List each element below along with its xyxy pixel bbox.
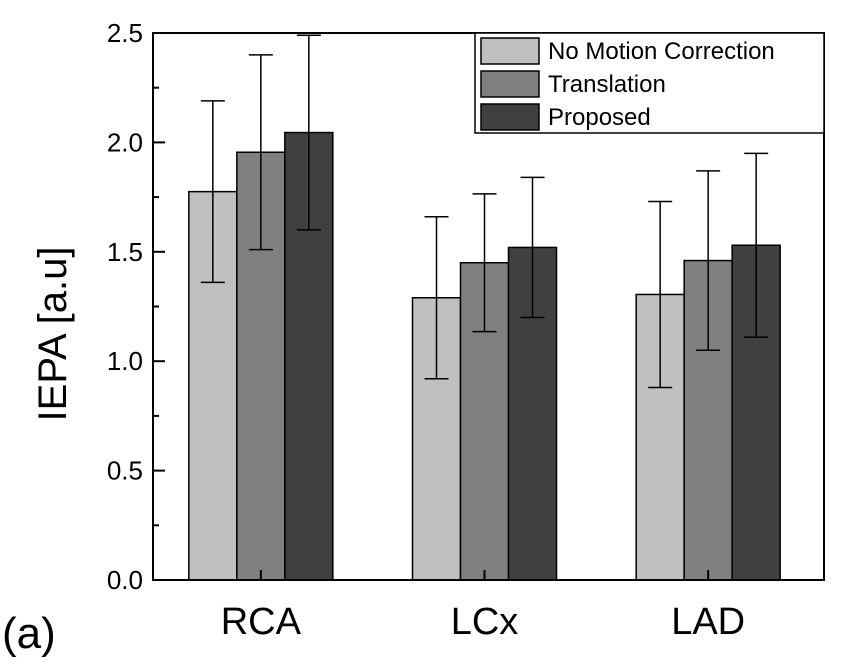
y-tick-label: 2.5 xyxy=(107,18,143,48)
y-tick-label: 2.0 xyxy=(107,127,143,157)
x-tick-label: RCA xyxy=(221,601,302,643)
error-bars-layer xyxy=(200,34,769,389)
y-axis: 0.0 0.5 1.0 1.5 2.0 2.5 xyxy=(107,18,165,595)
legend-entry: No Motion Correction xyxy=(548,38,775,65)
y-tick-label: 0.5 xyxy=(107,456,143,486)
x-tick-label: LCx xyxy=(451,601,519,643)
legend-entry: Translation xyxy=(548,71,666,98)
panel-label: (a) xyxy=(2,609,56,658)
y-tick-label: 0.0 xyxy=(107,565,143,595)
legend-swatch xyxy=(480,37,540,65)
x-axis: RCA LCx LAD xyxy=(221,570,745,643)
legend-entry: Proposed xyxy=(548,104,651,131)
y-axis-label: IEPA [a.u] xyxy=(31,247,75,422)
legend-swatch xyxy=(480,103,540,131)
legend: No Motion Correction Translation Proposed xyxy=(474,32,825,134)
y-tick-label: 1.5 xyxy=(107,237,143,267)
legend-swatch xyxy=(480,70,540,98)
y-tick-label: 1.0 xyxy=(107,346,143,376)
x-tick-label: LAD xyxy=(671,601,745,643)
